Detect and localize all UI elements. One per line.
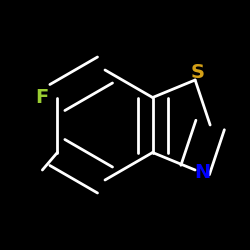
Text: N: N <box>194 163 211 182</box>
Text: F: F <box>36 88 49 107</box>
Text: S: S <box>191 63 205 82</box>
